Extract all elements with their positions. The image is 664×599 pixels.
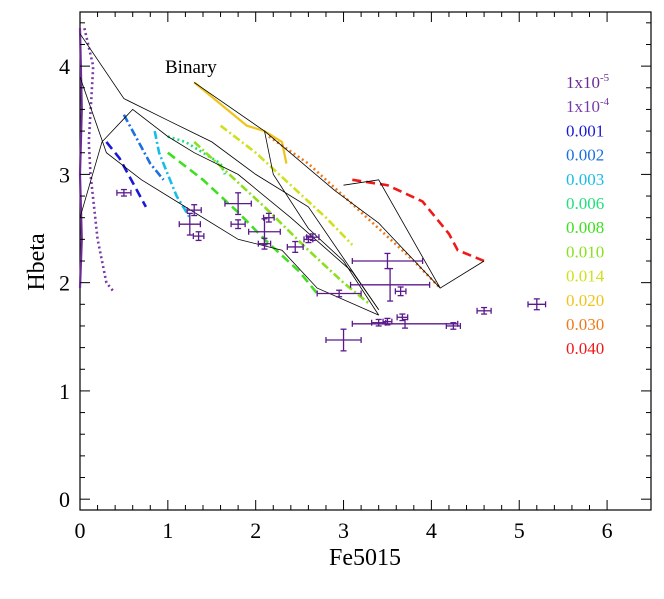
series-line-10 — [268, 135, 442, 290]
legend-item-label: 0.014 — [566, 267, 605, 286]
observation-point — [262, 212, 275, 223]
legend-item: 0.001 — [566, 121, 604, 140]
legend-item: 0.006 — [566, 194, 604, 213]
series-line-11 — [352, 178, 485, 263]
series-layer — [78, 27, 485, 306]
y-tick-label: 2 — [59, 271, 70, 296]
binary-tracks — [79, 33, 485, 316]
y-tick-label: 3 — [59, 162, 70, 187]
y-tick-label: 0 — [59, 487, 70, 512]
legend-item-label: 0.002 — [566, 146, 604, 165]
series-line-2 — [105, 141, 148, 208]
observation-point — [286, 240, 304, 253]
x-tick-label: 3 — [338, 518, 349, 543]
observation-point — [445, 322, 462, 330]
x-tick-label: 0 — [75, 518, 86, 543]
observation-point — [186, 204, 202, 217]
observation-point — [325, 328, 362, 352]
legend: 1x10-51x10-40.0010.0020.0030.0060.0080.0… — [566, 72, 610, 358]
x-axis-title: Fe5015 — [329, 545, 401, 571]
legend-item-label: 0.020 — [566, 291, 604, 310]
legend-item-label: 0.006 — [566, 194, 604, 213]
series-line-9 — [193, 81, 288, 164]
legend-item-label: 0.040 — [566, 339, 604, 358]
observation-point — [224, 192, 252, 216]
observation-point — [349, 267, 431, 302]
binary-track-1 — [79, 108, 380, 310]
legend-item: 0.030 — [566, 315, 604, 334]
binary-track-4 — [264, 130, 441, 289]
binary-track-5 — [343, 179, 485, 289]
observation-point — [316, 289, 362, 298]
observation-point — [303, 235, 314, 244]
series-line-3 — [122, 114, 165, 181]
x-tick-label: 5 — [514, 518, 525, 543]
series-line-7 — [193, 140, 371, 306]
binary-track-0 — [79, 33, 380, 310]
observation-point — [116, 188, 132, 197]
observation-point — [178, 212, 201, 236]
observation-point — [527, 298, 547, 311]
legend-item-label: 0.008 — [566, 218, 604, 237]
binary-annotation: Binary — [165, 57, 217, 78]
observation-point — [476, 306, 492, 315]
x-tick-label: 2 — [250, 518, 261, 543]
y-tick-label: 1 — [59, 379, 70, 404]
legend-item-exponent: -4 — [600, 96, 610, 108]
series-line-1 — [83, 27, 115, 293]
y-axis-title: Hbeta — [24, 233, 50, 291]
legend-item-label: 0.010 — [566, 242, 604, 261]
observation-point — [230, 219, 246, 230]
observation-point — [257, 237, 272, 250]
legend-item: 0.014 — [566, 267, 605, 286]
legend-item-label: 0.030 — [566, 315, 604, 334]
legend-item-label: 1x10 — [566, 73, 600, 92]
legend-item-label: 1x10 — [566, 97, 600, 116]
legend-item: 0.008 — [566, 218, 604, 237]
observation-point — [351, 318, 459, 329]
legend-item: 0.003 — [566, 170, 604, 189]
x-tick-label: 4 — [426, 518, 437, 543]
legend-item-exponent: -5 — [600, 72, 610, 84]
binary-track-3 — [193, 82, 380, 316]
legend-item: 0.002 — [566, 146, 604, 165]
observations — [116, 188, 547, 352]
observation-point — [394, 286, 407, 297]
legend-item: 1x10-4 — [566, 96, 610, 116]
binary-track-2 — [79, 76, 379, 316]
x-tick-label: 1 — [162, 518, 173, 543]
x-tick-label: 6 — [602, 518, 613, 543]
axes: 0 1 2 3 4 5 6 0 1 2 3 4 — [59, 12, 651, 543]
legend-item: 0.040 — [566, 339, 604, 358]
observation-point — [192, 231, 205, 242]
legend-item-label: 0.003 — [566, 170, 604, 189]
series-line-6 — [167, 151, 319, 295]
legend-item-label: 0.001 — [566, 121, 604, 140]
y-tick-label: 4 — [59, 54, 70, 79]
legend-item: 1x10-5 — [566, 72, 610, 92]
legend-item: 0.020 — [566, 291, 604, 310]
observation-point — [351, 252, 424, 270]
legend-item: 0.010 — [566, 242, 604, 261]
series-line-8 — [219, 124, 354, 246]
